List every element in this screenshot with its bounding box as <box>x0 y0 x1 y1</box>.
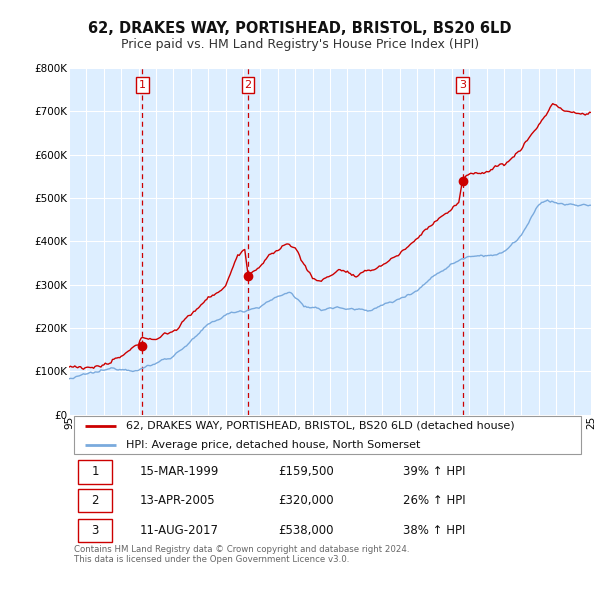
Text: HPI: Average price, detached house, North Somerset: HPI: Average price, detached house, Nort… <box>127 440 421 450</box>
Text: 2: 2 <box>91 494 99 507</box>
Text: 26% ↑ HPI: 26% ↑ HPI <box>403 494 466 507</box>
Text: 15-MAR-1999: 15-MAR-1999 <box>139 466 219 478</box>
Text: 38% ↑ HPI: 38% ↑ HPI <box>403 524 466 537</box>
Text: 1: 1 <box>91 466 99 478</box>
Text: 62, DRAKES WAY, PORTISHEAD, BRISTOL, BS20 6LD: 62, DRAKES WAY, PORTISHEAD, BRISTOL, BS2… <box>88 21 512 36</box>
Text: £159,500: £159,500 <box>278 466 334 478</box>
Text: 2: 2 <box>244 80 251 90</box>
FancyBboxPatch shape <box>74 417 581 454</box>
Text: 11-AUG-2017: 11-AUG-2017 <box>139 524 218 537</box>
FancyBboxPatch shape <box>78 489 112 512</box>
Text: 62, DRAKES WAY, PORTISHEAD, BRISTOL, BS20 6LD (detached house): 62, DRAKES WAY, PORTISHEAD, BRISTOL, BS2… <box>127 421 515 431</box>
Text: £538,000: £538,000 <box>278 524 334 537</box>
Text: £320,000: £320,000 <box>278 494 334 507</box>
Text: 3: 3 <box>459 80 466 90</box>
Text: Price paid vs. HM Land Registry's House Price Index (HPI): Price paid vs. HM Land Registry's House … <box>121 38 479 51</box>
Text: 13-APR-2005: 13-APR-2005 <box>139 494 215 507</box>
Text: 3: 3 <box>91 524 99 537</box>
FancyBboxPatch shape <box>78 519 112 542</box>
Text: Contains HM Land Registry data © Crown copyright and database right 2024.
This d: Contains HM Land Registry data © Crown c… <box>74 545 410 564</box>
Text: 39% ↑ HPI: 39% ↑ HPI <box>403 466 466 478</box>
Text: 1: 1 <box>139 80 146 90</box>
FancyBboxPatch shape <box>78 460 112 484</box>
